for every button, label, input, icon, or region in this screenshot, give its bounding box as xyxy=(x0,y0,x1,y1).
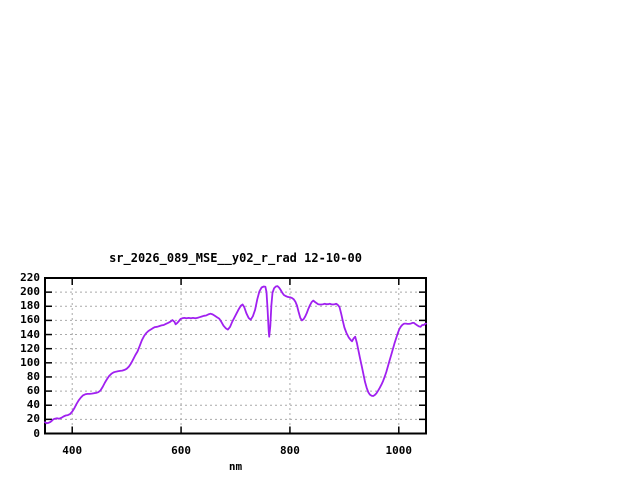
x-tick-label: 600 xyxy=(171,444,191,457)
y-tick-label: 20 xyxy=(26,412,40,426)
y-tick-label: 0 xyxy=(33,426,40,440)
y-tick-label: 120 xyxy=(20,341,40,355)
x-tick-label: 1000 xyxy=(385,444,413,457)
y-tick-label: 220 xyxy=(20,271,40,284)
chart-title: sr_2026_089_MSE__y02_r_rad 12-10-00 xyxy=(109,251,362,265)
y-tick-label: 80 xyxy=(26,369,40,383)
y-tick-label: 160 xyxy=(20,313,40,327)
y-tick-label: 140 xyxy=(20,327,40,341)
y-tick-label: 200 xyxy=(20,285,40,299)
y-tick-label: 60 xyxy=(26,384,40,398)
y-tick-label: 40 xyxy=(26,398,40,412)
data-line xyxy=(44,285,427,425)
x-axis-label: nm xyxy=(228,460,243,473)
x-tick-label: 400 xyxy=(62,444,83,457)
plot-border xyxy=(44,277,427,435)
y-tick-label: 100 xyxy=(20,355,40,369)
y-tick-label: 180 xyxy=(20,299,40,313)
x-tick-label: 800 xyxy=(279,444,300,457)
